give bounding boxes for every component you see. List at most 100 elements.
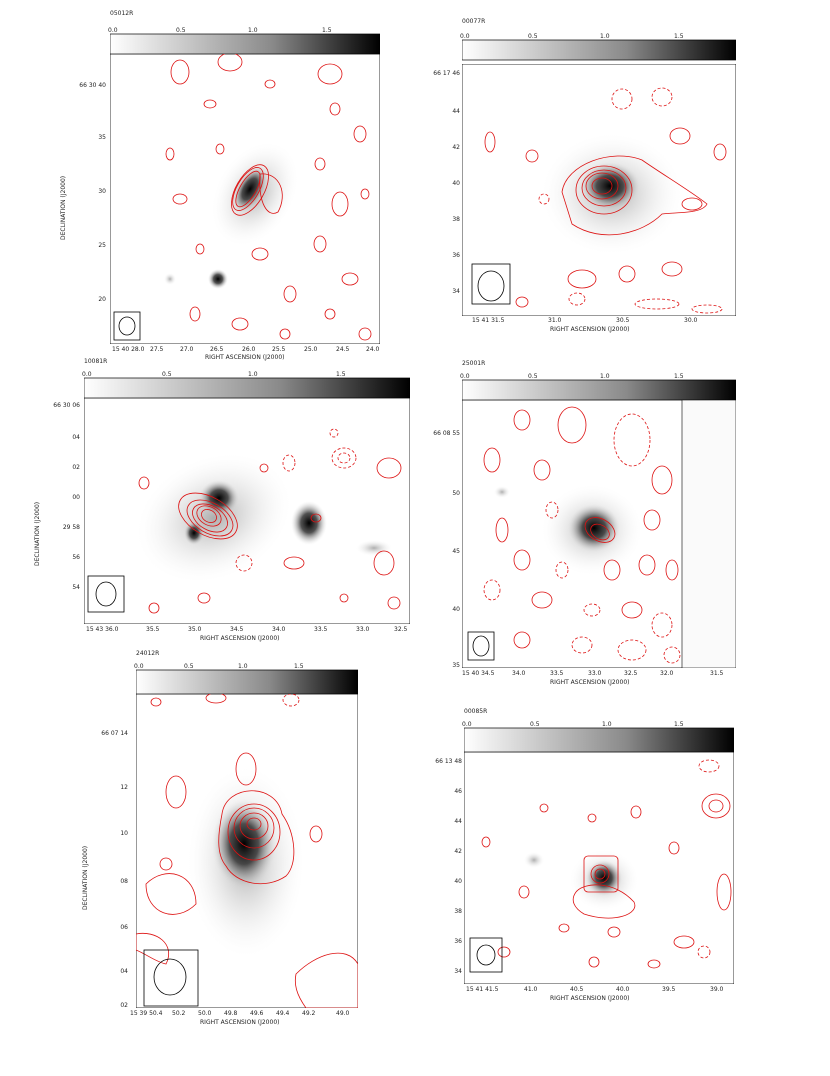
y-tick: 42 (452, 144, 460, 151)
y-tick: 29 58 (62, 524, 80, 531)
x-tick: 32.5 (624, 670, 638, 677)
y-tick: 42 (454, 848, 462, 855)
y-tick: 02 (120, 1002, 128, 1009)
y-tick: 44 (452, 108, 460, 115)
x-axis-label: RIGHT ASCENSION (J2000) (205, 354, 285, 361)
y-tick: 34 (454, 968, 462, 975)
colorbar-tick: 0.0 (82, 371, 92, 378)
panel-00077R: 00077R 0.0 0.5 1.0 1.5 (420, 18, 750, 338)
colorbar-title: 00085R (464, 708, 488, 715)
colorbar-title: 25001R (462, 360, 486, 367)
colorbar (464, 727, 734, 753)
colorbar-tick: 1.0 (248, 27, 258, 34)
y-tick: 04 (120, 968, 128, 975)
y-tick: 38 (452, 216, 460, 223)
x-tick: 34.0 (512, 670, 526, 677)
y-tick: 40 (452, 606, 460, 613)
colorbar-title: 05012R (110, 10, 134, 17)
colorbar-tick: 1.5 (674, 721, 684, 728)
x-tick: 33.5 (550, 670, 564, 677)
y-tick: 44 (454, 818, 462, 825)
colorbar-tick: 0.5 (530, 721, 540, 728)
x-tick: 15 40 28.0 (112, 346, 145, 353)
y-tick: 06 (120, 924, 128, 931)
x-tick: 15 41 31.5 (472, 317, 505, 324)
x-tick: 33.5 (314, 626, 328, 633)
colorbar-title: 10081R (84, 358, 108, 365)
x-tick: 35.0 (188, 626, 202, 633)
colorbar-tick: 1.5 (674, 373, 684, 380)
colorbar-tick: 1.5 (674, 33, 684, 40)
y-tick: 66 07 14 (101, 730, 128, 737)
x-tick: 32.0 (660, 670, 674, 677)
y-tick: 35 (98, 134, 106, 141)
image-frame (462, 400, 736, 668)
panel-05012R: 05012R 0.0 0.5 1.0 1.5 (60, 10, 390, 365)
x-axis-label: RIGHT ASCENSION (J2000) (200, 635, 280, 642)
y-tick: 56 (72, 554, 80, 561)
x-axis-label: RIGHT ASCENSION (J2000) (550, 679, 630, 686)
y-tick: 66 30 40 (79, 82, 106, 89)
x-tick: 25.0 (304, 346, 318, 353)
x-axis-label: RIGHT ASCENSION (J2000) (200, 1019, 280, 1026)
y-tick: 02 (72, 464, 80, 471)
x-axis-label: RIGHT ASCENSION (J2000) (550, 326, 630, 333)
x-tick: 32.5 (394, 626, 408, 633)
colorbar-tick: 0.5 (528, 373, 538, 380)
colorbar-tick: 1.5 (294, 663, 304, 670)
colorbar-tick: 1.5 (322, 27, 332, 34)
image-frame (462, 64, 736, 316)
y-axis-label: DECLINATION (J2000) (82, 845, 89, 910)
x-tick: 49.6 (250, 1010, 264, 1017)
x-tick: 27.0 (180, 346, 194, 353)
y-tick: 38 (454, 908, 462, 915)
x-tick: 26.5 (210, 346, 224, 353)
x-tick: 15 41 41.5 (466, 986, 499, 993)
colorbar-tick: 1.0 (600, 33, 610, 40)
panel-24012R: 24012R 0.0 0.5 1.0 1.5 66 07 14 (80, 650, 410, 1050)
x-tick: 49.8 (224, 1010, 238, 1017)
colorbar-tick: 1.5 (336, 371, 346, 378)
x-tick: 24.5 (336, 346, 350, 353)
y-tick: 46 (454, 788, 462, 795)
colorbar-title: 24012R (136, 650, 160, 657)
y-tick: 66 08 55 (433, 430, 460, 437)
colorbar-tick: 1.0 (602, 721, 612, 728)
y-tick: 04 (72, 434, 80, 441)
x-tick: 40.0 (616, 986, 630, 993)
x-tick: 50.0 (198, 1010, 212, 1017)
x-tick: 15 43 36.0 (86, 626, 119, 633)
colorbar-tick: 0.0 (462, 721, 472, 728)
x-tick: 41.0 (524, 986, 538, 993)
colorbar (84, 377, 410, 399)
x-tick: 15 40 34.5 (462, 670, 495, 677)
colorbar (462, 39, 736, 61)
y-tick: 36 (452, 252, 460, 259)
x-tick: 31.0 (548, 317, 562, 324)
x-tick: 49.2 (302, 1010, 316, 1017)
y-tick: 10 (120, 830, 128, 837)
y-tick: 66 30 06 (53, 402, 80, 409)
colorbar-title: 00077R (462, 18, 486, 25)
y-tick: 12 (120, 784, 128, 791)
y-tick: 00 (72, 494, 80, 501)
y-tick: 34 (452, 288, 460, 295)
x-tick: 35.5 (146, 626, 160, 633)
y-tick: 54 (72, 584, 80, 591)
colorbar-tick: 0.0 (460, 373, 470, 380)
y-tick: 20 (98, 296, 106, 303)
y-axis-label: DECLINATION (J2000) (60, 175, 67, 240)
panel-25001R: 25001R 0.0 0.5 1.0 1.5 (420, 360, 750, 700)
x-tick: 39.5 (662, 986, 676, 993)
image-frame (136, 694, 358, 1008)
panel-00085R: 00085R 0.0 0.5 1.0 1.5 (420, 708, 750, 1008)
x-tick: 27.5 (150, 346, 164, 353)
y-tick: 08 (120, 878, 128, 885)
x-tick: 49.0 (336, 1010, 350, 1017)
colorbar-tick: 0.0 (134, 663, 144, 670)
x-tick: 30.0 (684, 317, 698, 324)
x-tick: 39.0 (710, 986, 724, 993)
y-tick: 25 (98, 242, 106, 249)
image-frame (110, 54, 380, 344)
colorbar (110, 33, 380, 55)
